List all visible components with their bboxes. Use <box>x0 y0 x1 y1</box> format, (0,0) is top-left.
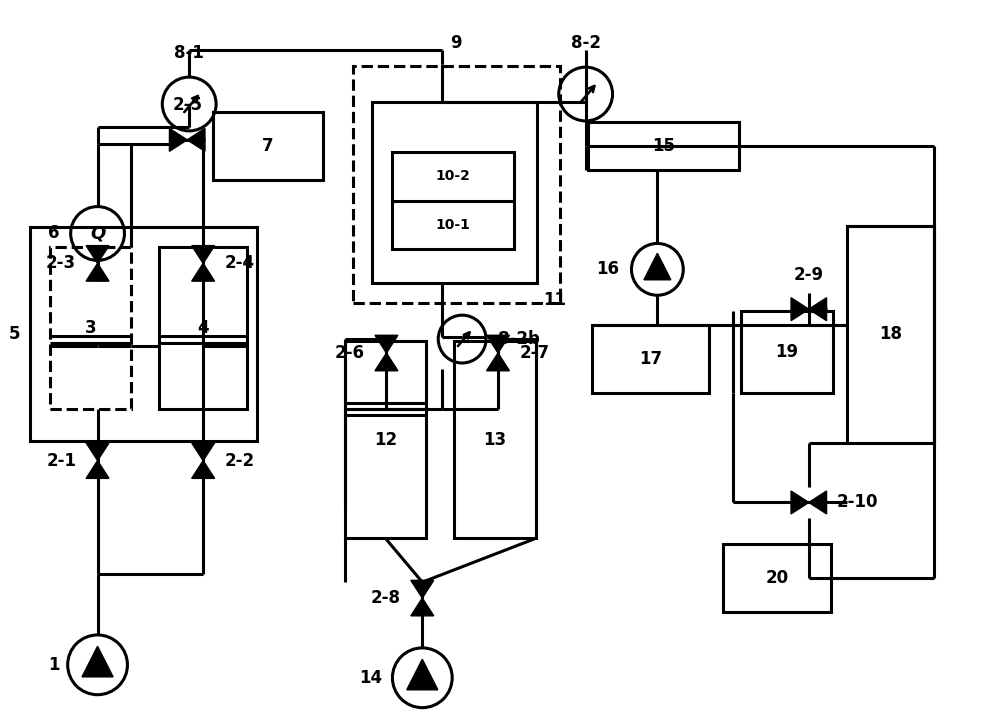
Text: 8-2: 8-2 <box>571 34 601 52</box>
Polygon shape <box>375 353 398 371</box>
Polygon shape <box>375 335 398 353</box>
Text: 10-2: 10-2 <box>436 169 471 183</box>
Bar <box>392 152 514 249</box>
Text: 2-9: 2-9 <box>794 266 824 284</box>
Text: 2-1: 2-1 <box>46 451 76 469</box>
Polygon shape <box>487 353 509 371</box>
Text: 9: 9 <box>450 34 462 52</box>
Text: 2-7: 2-7 <box>519 344 550 362</box>
Polygon shape <box>86 246 109 263</box>
Polygon shape <box>411 598 434 616</box>
Text: 8-2b: 8-2b <box>498 330 540 348</box>
Text: 11: 11 <box>543 291 566 309</box>
Bar <box>454 341 536 539</box>
Bar <box>588 122 739 169</box>
Text: 18: 18 <box>879 325 902 343</box>
Polygon shape <box>192 461 215 478</box>
Text: 13: 13 <box>483 430 507 448</box>
Polygon shape <box>192 443 215 461</box>
Polygon shape <box>809 298 827 321</box>
Polygon shape <box>644 253 671 280</box>
Text: 14: 14 <box>359 669 382 687</box>
Bar <box>372 102 537 283</box>
Polygon shape <box>82 646 113 677</box>
Polygon shape <box>169 128 187 151</box>
Text: 19: 19 <box>775 343 798 361</box>
Text: Q: Q <box>90 224 105 242</box>
Polygon shape <box>791 298 809 321</box>
Polygon shape <box>809 491 827 514</box>
Bar <box>213 112 323 180</box>
Bar <box>723 544 831 612</box>
Bar <box>353 66 560 304</box>
Bar <box>159 247 247 409</box>
Polygon shape <box>86 461 109 478</box>
Text: 4: 4 <box>197 319 209 337</box>
Text: 6: 6 <box>48 224 60 242</box>
Text: 10-1: 10-1 <box>436 218 471 232</box>
Bar <box>50 247 131 409</box>
Polygon shape <box>192 246 215 263</box>
Bar <box>345 341 426 539</box>
Text: 12: 12 <box>374 430 397 448</box>
Polygon shape <box>86 443 109 461</box>
Text: 16: 16 <box>597 260 620 278</box>
Text: 3: 3 <box>85 319 96 337</box>
Polygon shape <box>86 263 109 281</box>
Text: 20: 20 <box>765 569 788 587</box>
Text: 8-1: 8-1 <box>174 44 204 62</box>
Polygon shape <box>411 580 434 598</box>
Bar <box>741 311 833 393</box>
Text: 2-6: 2-6 <box>335 344 365 362</box>
Bar <box>592 325 709 393</box>
Polygon shape <box>791 491 809 514</box>
Text: 2-3: 2-3 <box>46 255 76 273</box>
Text: 1: 1 <box>48 656 60 674</box>
Polygon shape <box>187 128 205 151</box>
Polygon shape <box>487 335 509 353</box>
Bar <box>30 226 257 441</box>
Text: 17: 17 <box>639 350 662 368</box>
Text: 15: 15 <box>652 137 675 155</box>
Text: 5: 5 <box>8 324 20 342</box>
Text: 7: 7 <box>262 137 274 155</box>
Text: 2-4: 2-4 <box>225 255 255 273</box>
Bar <box>847 226 934 443</box>
Polygon shape <box>407 659 438 690</box>
Text: 2-2: 2-2 <box>225 451 255 469</box>
Text: 2-10: 2-10 <box>837 493 878 511</box>
Polygon shape <box>192 263 215 281</box>
Text: 2-8: 2-8 <box>371 589 401 607</box>
Text: 2-5: 2-5 <box>172 97 202 115</box>
